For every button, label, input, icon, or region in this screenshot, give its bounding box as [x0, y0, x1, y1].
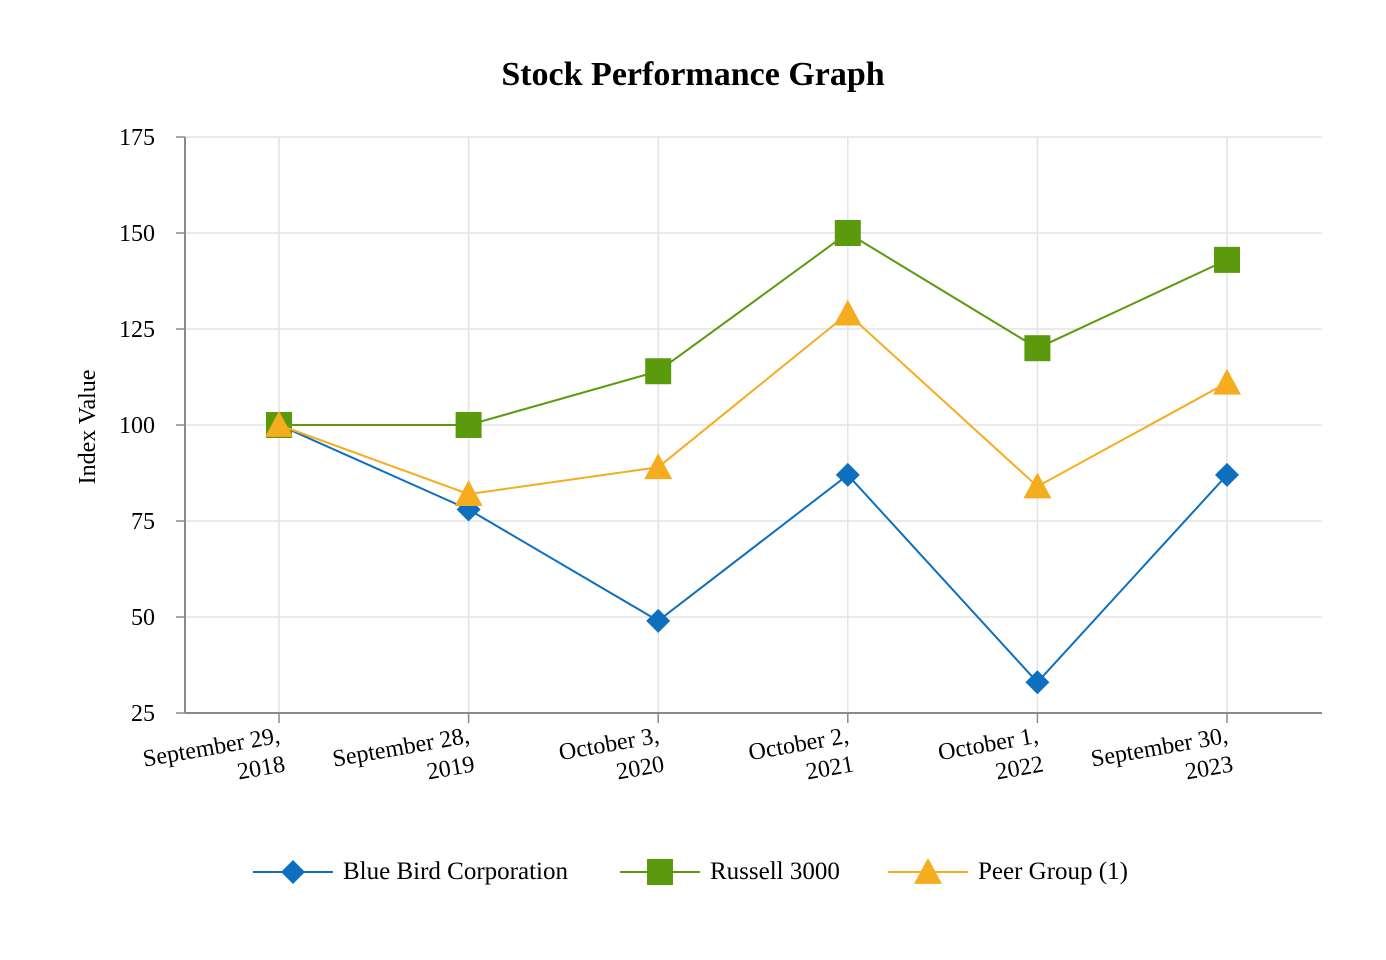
series-2-point	[1024, 335, 1051, 362]
x-tick-label-line: 2020	[614, 752, 666, 786]
x-tick-label-text: September 28,2019	[331, 723, 477, 801]
series-3-point	[833, 299, 862, 326]
series-2-point	[645, 358, 672, 385]
series-line-1	[278, 424, 1228, 684]
legend-label: Peer Group (1)	[978, 858, 1128, 885]
series-1-point	[1025, 670, 1050, 695]
x-tick-label-line: 2019	[425, 752, 477, 786]
x-tick-label: October 3,2020	[557, 723, 666, 795]
legend-label: Blue Bird Corporation	[343, 858, 568, 885]
x-tick-label: September 30,2023	[1089, 723, 1235, 801]
series-3-point	[1023, 472, 1052, 499]
series-2-point	[834, 220, 861, 246]
legend-swatch	[620, 859, 700, 885]
y-tick-label: 25	[131, 701, 155, 727]
chart-title: Stock Performance Graph	[501, 56, 885, 93]
x-tick-label-text: September 29,2018	[141, 723, 287, 801]
y-tick-label: 75	[131, 509, 155, 535]
legend-swatch-marker	[281, 860, 305, 884]
legend-swatch	[253, 860, 333, 884]
x-tick-label-text: October 1,2022	[936, 723, 1045, 795]
x-tick-label-text: October 3,2020	[557, 723, 666, 795]
x-tick-label-line: 2023	[1183, 752, 1235, 786]
series-line-2	[279, 231, 1228, 426]
series-1-point	[646, 608, 671, 633]
series-1-point	[1215, 462, 1239, 487]
series-1-point	[835, 462, 860, 487]
x-tick-label-text: September 30,2023	[1089, 723, 1235, 801]
x-tick-label-line: 2022	[994, 752, 1046, 786]
legend-item: Blue Bird Corporation	[253, 848, 568, 896]
x-tick-label: October 1,2022	[936, 723, 1045, 795]
y-tick-label: 125	[119, 317, 155, 343]
legend-swatch-marker	[647, 859, 673, 885]
series-3-point	[265, 411, 293, 437]
x-tick-label: September 29,2018	[141, 723, 287, 801]
series-3-point	[1213, 368, 1241, 395]
y-axis-label: Index Value	[75, 370, 101, 485]
y-tick-label: 100	[119, 413, 155, 439]
legend-swatch-marker	[914, 858, 942, 884]
legend-swatch	[888, 858, 968, 884]
chart-legend: Blue Bird Corporation Russell 3000 Peer Gr…	[0, 848, 1386, 896]
x-tick-label-text: October 2,2021	[747, 723, 856, 795]
x-tick-label-line: 2018	[235, 752, 287, 786]
series-2-point	[1214, 246, 1240, 273]
series-2-point	[455, 412, 482, 438]
x-tick-label-line: 2021	[804, 752, 856, 786]
x-tick-label: October 2,2021	[747, 723, 856, 795]
y-tick-label: 175	[119, 125, 155, 151]
series-line-3	[278, 312, 1228, 496]
legend-item: Russell 3000	[620, 848, 840, 896]
x-tick-label: September 28,2019	[331, 723, 477, 801]
y-tick-label: 50	[131, 605, 155, 631]
legend-item: Peer Group (1)	[888, 848, 1128, 896]
series-3-point	[644, 453, 673, 480]
series-3-point	[454, 480, 483, 507]
y-tick-label: 150	[119, 221, 155, 247]
legend-label: Russell 3000	[710, 858, 840, 885]
